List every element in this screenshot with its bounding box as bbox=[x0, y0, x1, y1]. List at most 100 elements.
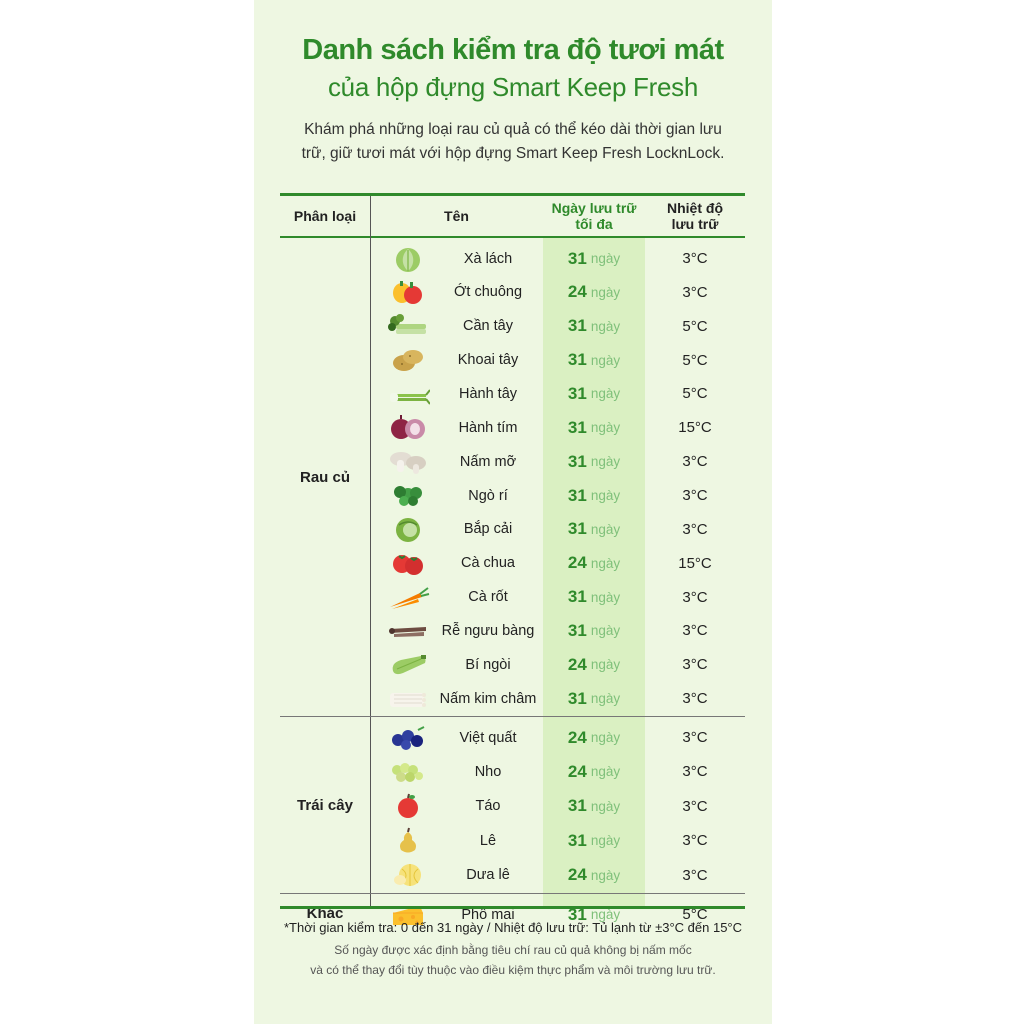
content-panel bbox=[254, 0, 772, 1024]
days-unit: ngày bbox=[590, 691, 621, 707]
max-storage-days: 24 ngày bbox=[543, 755, 645, 788]
table-row: Việt quất 24 ngày 3°C bbox=[370, 721, 745, 754]
freshness-table: Phân loại Tên Ngày lưu trữ tối đa Nhiệt … bbox=[280, 193, 745, 925]
storage-temperature: 3°C bbox=[682, 588, 708, 606]
days-value: 24 bbox=[567, 654, 587, 674]
page-title: Danh sách kiểm tra độ tươi mát bbox=[302, 34, 724, 66]
max-storage-days: 31 ngày bbox=[543, 513, 645, 546]
days-value: 31 bbox=[567, 830, 587, 850]
storage-temperature: 15°C bbox=[678, 554, 712, 572]
intro-text: Khám phá những loại rau củ quả có thể ké… bbox=[254, 118, 772, 166]
max-storage-days: 31 ngày bbox=[543, 344, 645, 377]
days-value: 31 bbox=[567, 587, 587, 607]
days-value: 31 bbox=[567, 350, 587, 370]
max-storage-days: 31 ngày bbox=[543, 824, 645, 857]
enoki-mushroom-icon bbox=[386, 682, 430, 715]
blueberry-icon bbox=[386, 721, 430, 754]
days-unit: ngày bbox=[590, 730, 621, 745]
coriander-icon bbox=[386, 479, 430, 512]
days-value: 31 bbox=[567, 904, 587, 924]
storage-temperature: 3°C bbox=[682, 866, 708, 884]
storage-temperature: 3°C bbox=[682, 656, 708, 674]
storage-temperature: 3°C bbox=[682, 622, 708, 640]
item-name: Cà chua bbox=[460, 555, 515, 572]
days-unit: ngày bbox=[590, 386, 621, 402]
header-temp-line-2: lưu trữ bbox=[671, 216, 719, 232]
bell-pepper-icon bbox=[386, 276, 430, 309]
max-storage-days: 31 ngày bbox=[543, 242, 645, 275]
carrot-icon bbox=[386, 581, 430, 614]
item-name: Khoai tây bbox=[457, 352, 519, 369]
storage-temperature: 3°C bbox=[682, 690, 708, 708]
table-row: Nho 24 ngày 3°C bbox=[370, 755, 745, 788]
item-name: Nấm kim châm bbox=[439, 690, 537, 707]
table-row: Nấm mỡ 31 ngày 3°C bbox=[370, 445, 745, 478]
item-name: Ngò rí bbox=[468, 487, 508, 504]
potato-icon bbox=[386, 344, 430, 377]
days-unit: ngày bbox=[590, 488, 621, 503]
intro-line-2: trữ, giữ tươi mát với hộp đựng Smart Kee… bbox=[301, 145, 725, 162]
cabbage-icon bbox=[386, 513, 430, 546]
max-storage-days: 31 ngày bbox=[543, 411, 645, 444]
item-name: Dưa lê bbox=[466, 867, 510, 884]
storage-temperature: 3°C bbox=[682, 797, 708, 815]
item-name: Bắp cải bbox=[463, 521, 513, 538]
table-row: Bí ngòi 24 ngày 3°C bbox=[370, 648, 745, 681]
item-name: Lê bbox=[479, 832, 497, 849]
days-value: 24 bbox=[567, 865, 587, 885]
max-storage-days: 24 ngày bbox=[543, 859, 645, 892]
table-top-rule bbox=[280, 193, 745, 196]
category-separator bbox=[280, 893, 745, 894]
category-label: Rau củ bbox=[299, 468, 350, 486]
table-bottom-rule bbox=[280, 906, 745, 909]
item-name: Cà rốt bbox=[468, 589, 508, 606]
item-name: Táo bbox=[475, 798, 501, 815]
storage-temperature: 3°C bbox=[682, 763, 708, 781]
green-onion-icon bbox=[386, 377, 430, 410]
footnote-test-conditions: *Thời gian kiểm tra: 0 đến 31 ngày / Nhi… bbox=[283, 920, 743, 935]
days-value: 31 bbox=[567, 451, 587, 471]
max-storage-days: 24 ngày bbox=[543, 648, 645, 681]
header-max-days-line-2: tối đa bbox=[575, 216, 613, 232]
days-value: 31 bbox=[567, 383, 587, 403]
days-unit: ngày bbox=[590, 251, 621, 266]
celery-icon bbox=[386, 310, 430, 343]
storage-temperature: 15°C bbox=[678, 419, 712, 437]
item-name: Ớt chuông bbox=[453, 284, 523, 301]
days-unit: ngày bbox=[590, 555, 621, 571]
days-value: 31 bbox=[567, 688, 587, 708]
storage-temperature: 3°C bbox=[682, 729, 708, 746]
days-value: 24 bbox=[567, 282, 587, 302]
table-header-rule bbox=[280, 236, 745, 238]
page-subtitle: của hộp đựng Smart Keep Fresh bbox=[327, 72, 699, 102]
item-name: Cần tây bbox=[463, 318, 513, 335]
lettuce-icon bbox=[386, 242, 430, 275]
item-name: Xà lách bbox=[463, 250, 513, 267]
days-unit: ngày bbox=[590, 867, 621, 883]
max-storage-days: 31 ngày bbox=[543, 682, 645, 715]
max-storage-days: 24 ngày bbox=[543, 547, 645, 580]
max-days-column-highlight bbox=[543, 238, 645, 906]
melon-icon bbox=[386, 859, 430, 892]
footnote-disclaimer: và có thể thay đổi tùy thuộc vào điều ki… bbox=[310, 963, 716, 977]
table-row: Ngò rí 31 ngày 3°C bbox=[370, 479, 745, 512]
days-unit: ngày bbox=[590, 764, 621, 780]
table-row: Cần tây 31 ngày 5°C bbox=[370, 310, 745, 343]
days-value: 31 bbox=[567, 248, 587, 268]
days-unit: ngày bbox=[590, 589, 621, 605]
table-row: Hành tím 31 ngày 15°C bbox=[370, 411, 745, 444]
header-name: Tên bbox=[444, 208, 469, 224]
max-storage-days: 31 ngày bbox=[543, 614, 645, 647]
category-divider bbox=[370, 196, 371, 906]
table-row: Bắp cải 31 ngày 3°C bbox=[370, 513, 745, 546]
table-row: Xà lách 31 ngày 3°C bbox=[370, 242, 745, 275]
header-temp-line-1: Nhiệt độ bbox=[667, 200, 723, 216]
days-value: 24 bbox=[567, 727, 587, 747]
max-storage-days: 31 ngày bbox=[543, 898, 645, 931]
table-row: Rễ ngưu bàng 31 ngày 3°C bbox=[370, 614, 745, 647]
table-row: Dưa lê 24 ngày 3°C bbox=[370, 859, 745, 892]
days-value: 31 bbox=[567, 519, 587, 539]
item-name: Nấm mỡ bbox=[459, 453, 517, 470]
mushroom-icon bbox=[386, 445, 430, 478]
storage-temperature: 3°C bbox=[682, 520, 708, 538]
